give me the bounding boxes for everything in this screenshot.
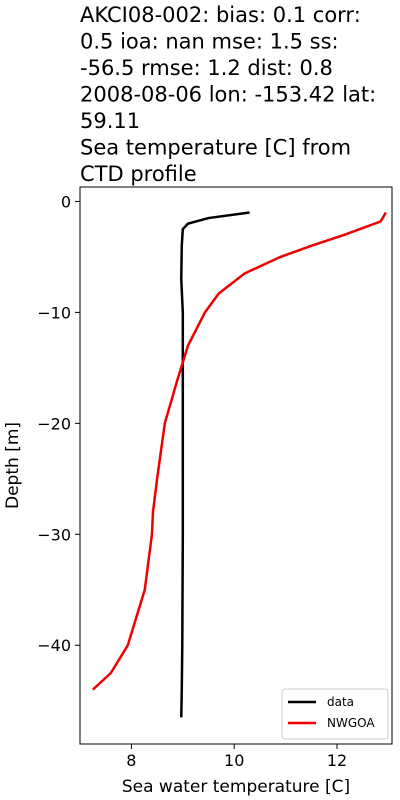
y-tick-label: −10	[37, 303, 71, 322]
legend-label: NWGOA	[327, 716, 375, 730]
data-line	[92, 211, 387, 691]
legend-label: data	[327, 695, 354, 709]
chart-title: 0.5 ioa: nan mse: 1.5 ss:	[80, 30, 339, 54]
plot-frame	[79, 186, 393, 745]
chart-title: 2008-08-06 lon: -153.42 lat:	[80, 83, 376, 107]
x-tick-label: 12	[327, 751, 347, 770]
x-tick-label: 10	[224, 751, 244, 770]
x-tick-label: 8	[126, 751, 136, 770]
chart-title: AKCI08-002: bias: 0.1 corr:	[80, 3, 361, 27]
x-axis-label: Sea water temperature [C]	[122, 777, 350, 797]
y-tick-label: 0	[61, 192, 71, 211]
chart-title: 59.11	[80, 109, 140, 133]
data-line	[180, 211, 250, 718]
y-axis-label: Depth [m]	[3, 422, 23, 509]
chart-title: -56.5 rmse: 1.2 dist: 0.8	[80, 56, 333, 80]
y-tick-label: −30	[37, 525, 71, 544]
chart-title: Sea temperature [C] from	[80, 136, 351, 160]
chart-title: CTD profile	[80, 162, 197, 186]
y-tick-label: −20	[37, 414, 71, 433]
y-tick-label: −40	[37, 636, 71, 655]
